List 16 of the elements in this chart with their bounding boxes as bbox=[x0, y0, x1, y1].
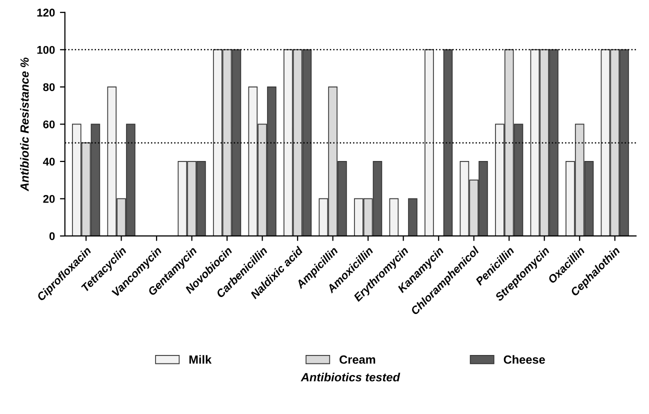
legend-label: Cream bbox=[340, 355, 376, 364]
y-tick-label: 60 bbox=[43, 120, 55, 128]
bar bbox=[424, 49, 434, 236]
y-tick-label: 40 bbox=[42, 158, 55, 166]
y-tick-label: 100 bbox=[37, 46, 55, 54]
y-axis-title: Antibiotic Resistance % bbox=[20, 58, 29, 192]
bar bbox=[408, 198, 418, 236]
bar bbox=[389, 198, 399, 236]
y-tick-label: 20 bbox=[43, 194, 55, 203]
y-tick-label: 0 bbox=[49, 232, 55, 240]
y-tick-label: 120 bbox=[37, 8, 55, 17]
legend-label: Cheese bbox=[504, 355, 545, 364]
x-axis-title: Antibiotics tested bbox=[300, 372, 400, 382]
legend-label: Milk bbox=[189, 355, 212, 364]
y-tick-label: 80 bbox=[43, 83, 55, 92]
bar bbox=[443, 49, 453, 236]
